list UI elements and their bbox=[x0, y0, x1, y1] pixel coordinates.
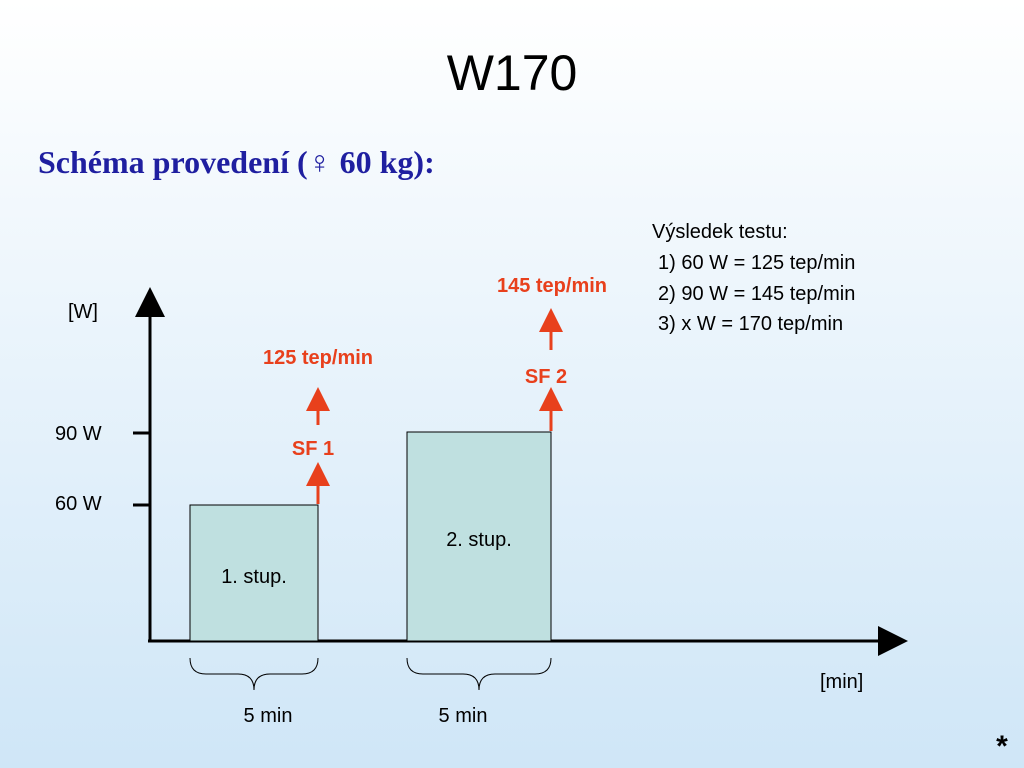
result-line: 1) 60 W = 125 tep/min bbox=[658, 252, 855, 274]
y-tick-label: 60 W bbox=[55, 493, 102, 515]
title: W170 bbox=[447, 45, 578, 101]
y-axis-label: [W] bbox=[68, 301, 98, 323]
stage-box bbox=[406, 431, 552, 642]
brace bbox=[189, 657, 319, 691]
heart-rate-label: 125 tep/min bbox=[263, 347, 373, 369]
heart-rate-label: 145 tep/min bbox=[497, 275, 607, 297]
footer-symbol: * bbox=[996, 730, 1008, 763]
result-line: 3) x W = 170 tep/min bbox=[658, 313, 843, 335]
stage-box bbox=[189, 504, 319, 642]
stage-label: 1. stup. bbox=[221, 566, 287, 588]
marker-label: SF 1 bbox=[292, 438, 334, 460]
x-axis-label: [min] bbox=[820, 671, 863, 693]
marker-label: SF 2 bbox=[525, 366, 567, 388]
subtitle: Schéma provedení (♀ 60 kg): bbox=[38, 144, 435, 180]
brace bbox=[406, 657, 552, 691]
duration-label: 5 min bbox=[244, 705, 293, 727]
stage-label: 2. stup. bbox=[446, 529, 512, 551]
result-line: 2) 90 W = 145 tep/min bbox=[658, 283, 855, 305]
duration-label: 5 min bbox=[439, 705, 488, 727]
y-tick-label: 90 W bbox=[55, 423, 102, 445]
results-heading: Výsledek testu: bbox=[652, 221, 788, 243]
